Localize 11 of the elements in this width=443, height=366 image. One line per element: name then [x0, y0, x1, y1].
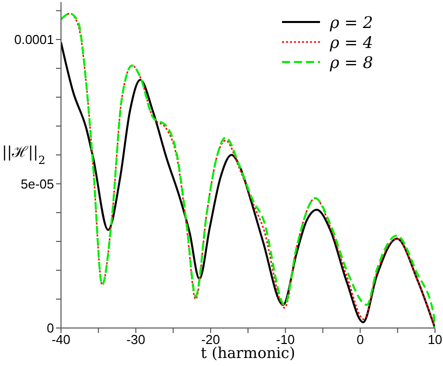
- x-tick-label: 0: [356, 332, 364, 348]
- y-tick-label: 0: [46, 320, 54, 336]
- x-tick-label: -30: [126, 332, 146, 348]
- legend-label: ρ = 8: [330, 52, 373, 72]
- x-tick-label: 10: [428, 332, 442, 348]
- legend-label: ρ = 4: [330, 32, 373, 52]
- y-tick-label: 0.0001: [14, 32, 54, 48]
- x-tick-label: -40: [52, 332, 70, 348]
- y-axis-title: ||ℋ||$_{2}$: [2, 143, 46, 166]
- legend-label: ρ = 2: [330, 12, 373, 32]
- y-tick-label: 5e-05: [20, 176, 54, 192]
